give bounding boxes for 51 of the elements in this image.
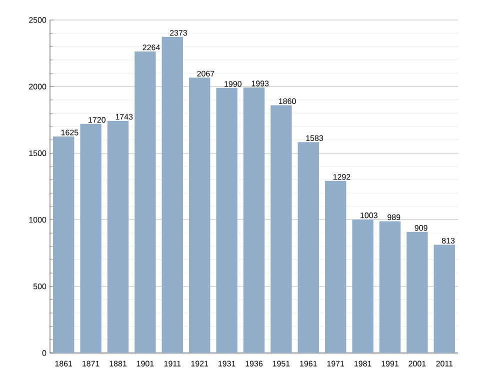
bar (188, 78, 210, 353)
data-label: 1860 (279, 98, 296, 104)
x-tick-label: 1901 (136, 360, 154, 366)
x-tick-label: 1931 (218, 360, 236, 366)
x-tick-label: 2011 (436, 360, 453, 366)
data-label: 1743 (116, 114, 133, 120)
data-label: 909 (414, 225, 428, 231)
bar (162, 36, 184, 353)
data-label: 989 (388, 214, 400, 220)
y-tick-label: 2500 (29, 17, 46, 23)
bar (434, 244, 456, 353)
y-tick-label: 500 (33, 284, 46, 290)
bar (406, 232, 428, 353)
data-label: 1583 (306, 135, 324, 141)
data-label: 813 (442, 238, 455, 244)
x-tick-label: 1936 (246, 360, 263, 366)
bar (270, 105, 292, 353)
bar (324, 180, 346, 353)
data-label: 1625 (61, 130, 78, 136)
bar (107, 120, 129, 353)
data-label: 1993 (252, 80, 269, 86)
bar (243, 88, 265, 353)
data-label: 1990 (224, 81, 242, 87)
bar (298, 142, 320, 353)
bar (52, 136, 74, 353)
x-tick-label: 1951 (272, 360, 290, 366)
y-tick-label: 2000 (29, 84, 46, 90)
x-tick-label: 1911 (164, 360, 181, 366)
x-tick-label: 1961 (300, 360, 317, 366)
data-label: 1003 (360, 212, 378, 218)
x-tick-label: 1991 (382, 360, 399, 366)
bar (134, 51, 156, 353)
y-tick-label: 0 (42, 350, 46, 356)
data-label: 2264 (142, 44, 160, 50)
x-tick-label: 1881 (110, 360, 127, 366)
data-label: 1292 (333, 174, 350, 180)
x-tick-label: 2001 (408, 360, 426, 366)
bar (216, 88, 238, 353)
bar (379, 221, 401, 353)
data-label: 1720 (88, 117, 106, 123)
bar (80, 124, 102, 353)
data-label: 2067 (197, 70, 214, 76)
y-tick-label: 1500 (29, 150, 46, 156)
x-tick-label: 1921 (191, 360, 208, 366)
x-tick-label: 1861 (55, 360, 72, 366)
data-label: 2373 (170, 30, 188, 36)
x-tick-label: 1871 (82, 360, 100, 366)
x-tick-label: 1981 (354, 360, 372, 366)
x-tick-label: 1971 (327, 360, 344, 366)
y-tick-label: 1000 (29, 216, 46, 223)
bar (352, 219, 374, 353)
